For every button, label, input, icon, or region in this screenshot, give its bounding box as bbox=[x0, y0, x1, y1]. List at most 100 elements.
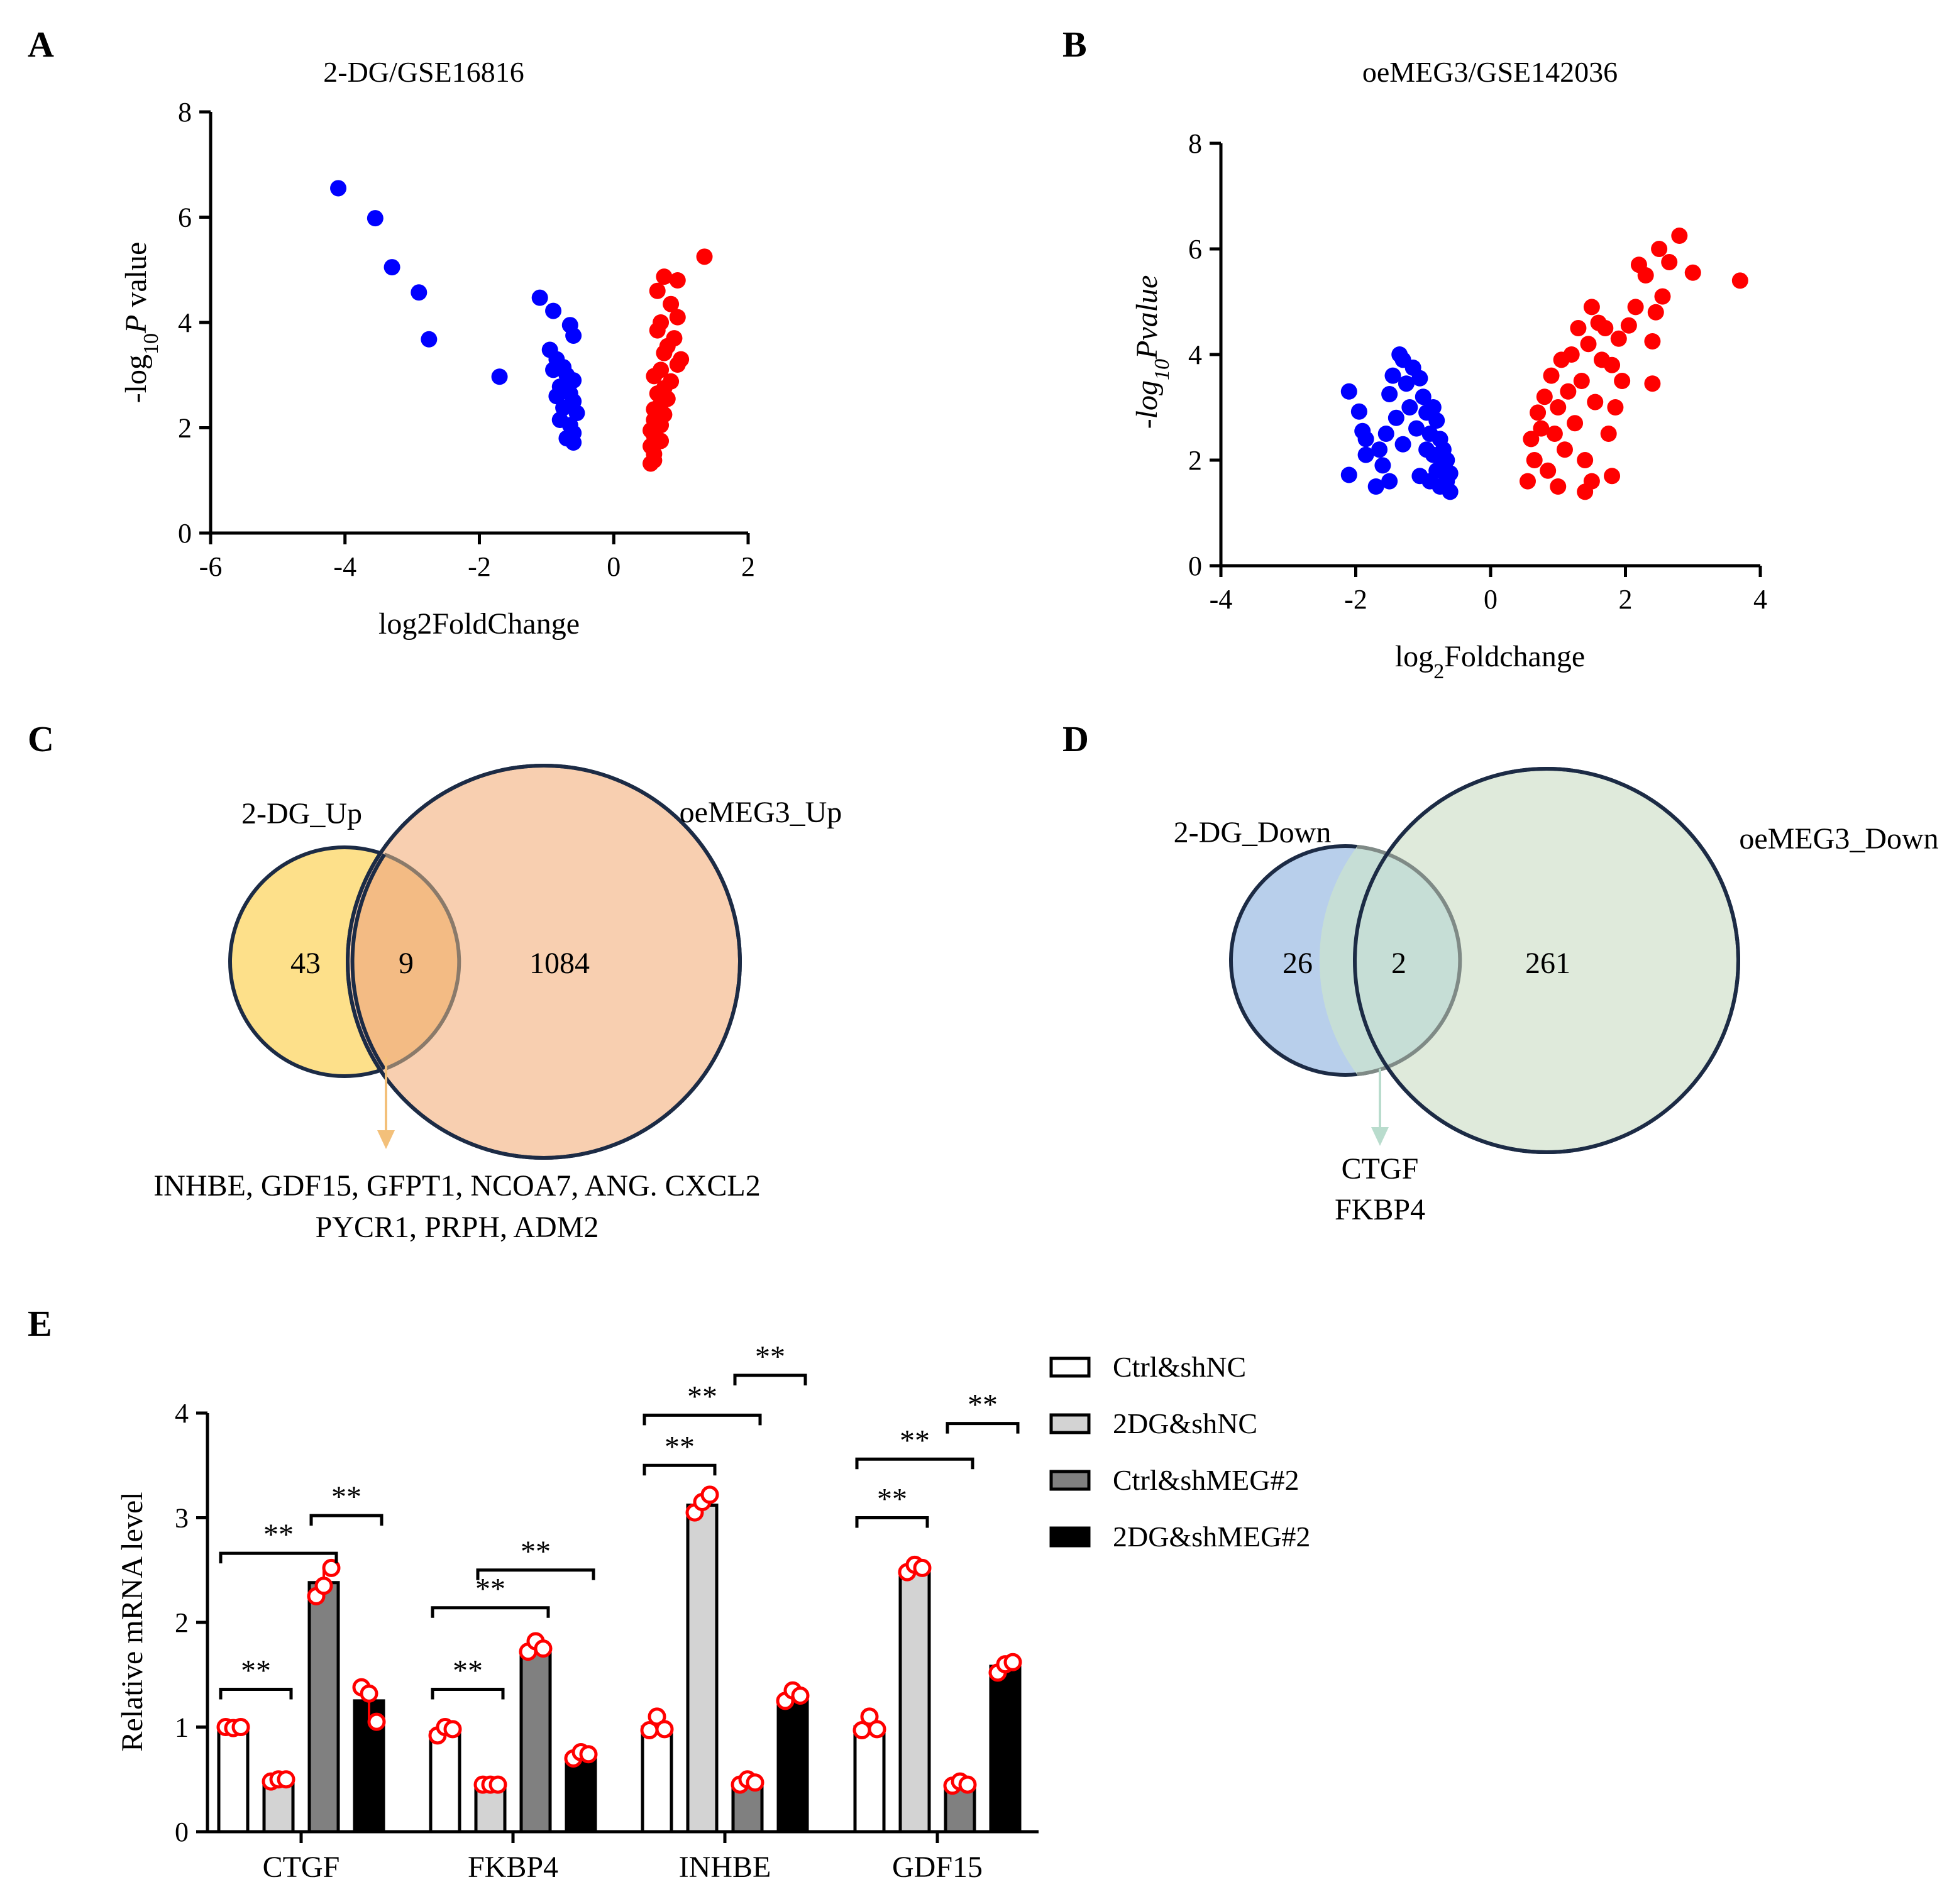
chart-a-point-up bbox=[656, 268, 673, 285]
chart-b-point-up bbox=[1573, 373, 1590, 389]
chart-a-xtick-label: -6 bbox=[199, 551, 223, 582]
chart-a-point-down bbox=[411, 284, 428, 301]
chart-b-point-up bbox=[1519, 473, 1536, 490]
venn-d-right-outline bbox=[1353, 767, 1740, 1154]
chart-a-xtick-label: 2 bbox=[741, 551, 755, 582]
replicate-point bbox=[534, 1639, 553, 1658]
significance-label: ** bbox=[877, 1483, 907, 1516]
venn-c-right-edge bbox=[350, 853, 386, 1070]
replicate-point bbox=[958, 1775, 977, 1794]
chart-b-point-up bbox=[1684, 264, 1701, 281]
chart-b-points bbox=[1340, 228, 1748, 500]
chart-a-ylabel: -log10P value bbox=[119, 242, 163, 404]
significance-bracket bbox=[946, 1422, 1020, 1434]
venn-d-left-count: 26 bbox=[1283, 947, 1313, 980]
chart-b-xtick-label: 2 bbox=[1619, 584, 1633, 615]
venn-c-left-count: 43 bbox=[290, 947, 321, 980]
chart-e-ytick-label: 2 bbox=[175, 1607, 189, 1638]
chart-b-point-up bbox=[1540, 462, 1557, 479]
venn-c-right-outline bbox=[346, 764, 742, 1160]
chart-b-point-up bbox=[1604, 468, 1621, 485]
chart-a-point-down bbox=[565, 372, 582, 389]
chart-a-point-up bbox=[649, 322, 666, 339]
chart-a-point-down bbox=[491, 368, 508, 385]
chart-b-point-up bbox=[1630, 256, 1647, 273]
replicate-point bbox=[700, 1485, 719, 1504]
chart-a-point-up bbox=[669, 356, 686, 373]
legend-swatch bbox=[1049, 1356, 1091, 1378]
chart-b-xtick-label: -2 bbox=[1344, 584, 1367, 615]
chart-a-point-down bbox=[548, 388, 565, 405]
chart-a-ticks: -6 -4 -2 0 2 0 2 4 6 8 bbox=[178, 97, 755, 582]
chart-a-point-up bbox=[696, 248, 713, 265]
venn-d-left-label: 2-DG_Down bbox=[1174, 816, 1332, 849]
venn-d-arrow-head bbox=[1371, 1127, 1389, 1146]
significance-bracket bbox=[643, 1463, 717, 1476]
chart-b-point-up bbox=[1661, 254, 1678, 270]
chart-b-point-down bbox=[1377, 426, 1394, 442]
chart-b-point-down bbox=[1401, 399, 1418, 415]
venn-c-overlap bbox=[352, 854, 460, 1069]
venn-d-overlap-edge bbox=[1357, 844, 1462, 1077]
significance-bracket bbox=[855, 1516, 929, 1528]
chart-e-category-label: CTGF bbox=[263, 1851, 340, 1884]
chart-b-ytick-label: 4 bbox=[1188, 339, 1202, 370]
chart-b-point-up bbox=[1550, 478, 1567, 495]
chart-b-ytick-label: 8 bbox=[1188, 128, 1202, 159]
chart-b-point-up bbox=[1577, 452, 1594, 468]
volcano-plot-b: oeMEG3/GSE142036 -4 -2 0 2 4 0 2 4 6 8 log2Foldch… bbox=[1130, 56, 1767, 683]
chart-a-points bbox=[330, 180, 713, 472]
chart-e-bars bbox=[216, 1485, 1022, 1834]
chart-b-point-down bbox=[1398, 375, 1415, 392]
replicate-point bbox=[868, 1720, 886, 1739]
chart-b-point-up bbox=[1560, 383, 1577, 400]
chart-b-point-up bbox=[1627, 299, 1644, 316]
significance-bracket bbox=[431, 1606, 550, 1618]
significance-label: ** bbox=[241, 1654, 271, 1688]
significance-label: ** bbox=[687, 1380, 717, 1413]
chart-b-ytick-label: 2 bbox=[1188, 445, 1202, 476]
chart-b-point-up bbox=[1607, 399, 1624, 415]
significance-bracket bbox=[643, 1413, 762, 1426]
bar-inhbe-series-0 bbox=[641, 1725, 673, 1834]
bar-fkbp4-series-0 bbox=[429, 1731, 461, 1834]
chart-b-point-up bbox=[1600, 426, 1617, 442]
venn-c-right-label: oeMEG3_Up bbox=[680, 796, 842, 829]
venn-d-right-count: 261 bbox=[1525, 947, 1570, 980]
chart-b-point-up bbox=[1553, 351, 1570, 368]
venn-c-genes-line2: PYCR1, PRPH, ADM2 bbox=[316, 1211, 599, 1244]
significance-bracket bbox=[733, 1373, 807, 1386]
chart-e-ylabel: Relative mRNA level bbox=[116, 1492, 149, 1751]
chart-b-xtick-label: 0 bbox=[1484, 584, 1498, 615]
chart-a-xtick-label: -2 bbox=[468, 551, 491, 582]
venn-c-genes-line1: INHBE, GDF15, GFPT1, NCOA7, ANG. CXCL2 bbox=[153, 1169, 760, 1202]
bar-gdf15-series-3 bbox=[989, 1665, 1022, 1834]
bar-ctgf-series-2 bbox=[307, 1581, 340, 1834]
chart-b-point-up bbox=[1644, 333, 1661, 349]
venn-diagram-c: 2-DG_Up oeMEG3_Up 43 9 1084 INHBE, GDF15… bbox=[153, 764, 842, 1244]
chart-b-point-up bbox=[1731, 272, 1748, 289]
chart-b-point-up bbox=[1644, 375, 1661, 392]
chart-b-point-down bbox=[1388, 409, 1404, 426]
panel-label-a: A bbox=[28, 24, 54, 65]
chart-b-point-up bbox=[1570, 320, 1587, 336]
replicate-point bbox=[277, 1770, 295, 1789]
chart-a-point-up bbox=[646, 368, 663, 385]
replicate-point bbox=[746, 1773, 764, 1792]
significance-bracket bbox=[476, 1568, 595, 1580]
significance-label: ** bbox=[475, 1573, 505, 1606]
significance-label: ** bbox=[900, 1424, 930, 1457]
significance-label: ** bbox=[755, 1340, 785, 1373]
chart-a-point-up bbox=[669, 309, 686, 326]
chart-a-point-down bbox=[367, 210, 383, 227]
venn-d-gene-1: CTGF bbox=[1342, 1152, 1419, 1186]
legend-label: Ctrl&shNC bbox=[1113, 1351, 1246, 1383]
chart-b-point-up bbox=[1546, 426, 1563, 442]
chart-b-point-down bbox=[1438, 452, 1455, 468]
chart-b-point-up bbox=[1590, 314, 1607, 331]
chart-b-point-up bbox=[1587, 393, 1604, 410]
chart-e-category-label: FKBP4 bbox=[468, 1851, 558, 1884]
chart-a-point-up bbox=[643, 455, 659, 472]
replicate-point bbox=[579, 1745, 598, 1764]
chart-b-point-up bbox=[1580, 336, 1597, 353]
